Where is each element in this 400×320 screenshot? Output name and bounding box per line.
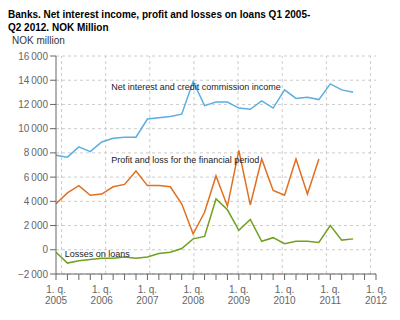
svg-text:1. q.2010: 1. q.2010 bbox=[273, 284, 296, 306]
svg-text:1. q.2009: 1. q.2009 bbox=[228, 284, 251, 306]
svg-text:Losses on loans: Losses on loans bbox=[65, 249, 131, 259]
svg-text:14 000: 14 000 bbox=[18, 75, 48, 86]
svg-text:12 000: 12 000 bbox=[18, 99, 48, 110]
svg-text:−2 000: −2 000 bbox=[18, 269, 49, 280]
svg-text:1. q.2011: 1. q.2011 bbox=[320, 284, 342, 306]
svg-text:0: 0 bbox=[42, 244, 48, 255]
svg-text:6 000: 6 000 bbox=[24, 172, 49, 183]
svg-text:10 000: 10 000 bbox=[18, 123, 48, 134]
html-text:Q2 2012. NOK Million: Q2 2012. NOK Million bbox=[8, 22, 109, 33]
svg-text:Net interest and credit commis: Net interest and credit commission incom… bbox=[111, 82, 281, 92]
svg-text:16 000: 16 000 bbox=[18, 51, 48, 62]
svg-text:4 000: 4 000 bbox=[24, 196, 49, 207]
svg-text:8 000: 8 000 bbox=[24, 147, 49, 158]
html-text:Banks. Net interest income, pr: Banks. Net interest income, profit and l… bbox=[8, 9, 311, 20]
svg-text:1. q.2005: 1. q.2005 bbox=[45, 284, 68, 306]
svg-text:2 000: 2 000 bbox=[24, 220, 49, 231]
svg-text:1. q.2007: 1. q.2007 bbox=[136, 284, 159, 306]
svg-text:1. q.2012: 1. q.2012 bbox=[365, 284, 388, 306]
svg-text:Profit and loss for the financ: Profit and loss for the financial period bbox=[111, 155, 259, 165]
svg-text:1. q.2008: 1. q.2008 bbox=[182, 284, 205, 306]
svg-text:1. q.2006: 1. q.2006 bbox=[91, 284, 114, 306]
html-text:NOK million: NOK million bbox=[12, 35, 65, 46]
